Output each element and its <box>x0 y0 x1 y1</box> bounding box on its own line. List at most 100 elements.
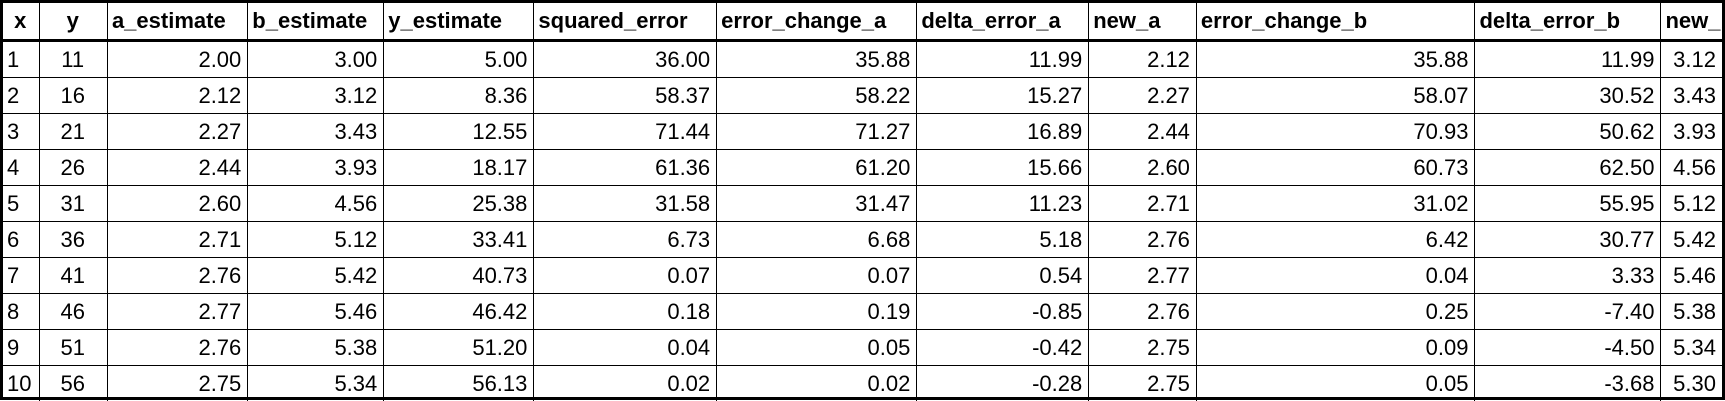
table-cell-a-estimate: 2.76 <box>107 258 247 294</box>
table-cell-x: 5 <box>3 186 40 222</box>
table-cell-squared-error: 6.73 <box>534 222 717 258</box>
table-cell-a-estimate: 2.75 <box>107 366 247 401</box>
table-cell-y-estimate: 46.42 <box>384 294 534 330</box>
table-cell-error-change-b: 0.04 <box>1196 258 1475 294</box>
table-cell-delta-error-a: 15.27 <box>917 78 1089 114</box>
table-cell-y-estimate: 56.13 <box>384 366 534 401</box>
table-cell-y: 46 <box>40 294 107 330</box>
table-cell-new-a: 2.44 <box>1089 114 1197 150</box>
table-cell-squared-error: 0.07 <box>534 258 717 294</box>
column-header-x: x <box>3 3 40 41</box>
table-header: x y a_estimate b_estimate y_estimate squ… <box>3 3 1722 41</box>
table-cell-error-change-b: 70.93 <box>1196 114 1475 150</box>
table-cell-error-change-a: 58.22 <box>717 78 917 114</box>
table-cell-x: 2 <box>3 78 40 114</box>
table-cell-error-change-b: 0.25 <box>1196 294 1475 330</box>
table-cell-y: 36 <box>40 222 107 258</box>
column-header-squared-error: squared_error <box>534 3 717 41</box>
table-cell-error-change-b: 6.42 <box>1196 222 1475 258</box>
table-cell-error-change-a: 0.07 <box>717 258 917 294</box>
column-header-a-estimate: a_estimate <box>107 3 247 41</box>
table-cell-a-estimate: 2.76 <box>107 330 247 366</box>
table-cell-new-b: 5.42 <box>1661 222 1722 258</box>
table-cell-delta-error-a: 11.99 <box>917 41 1089 78</box>
table-cell-squared-error: 0.04 <box>534 330 717 366</box>
table-cell-error-change-a: 6.68 <box>717 222 917 258</box>
table-cell-delta-error-a: -0.28 <box>917 366 1089 401</box>
table-cell-y-estimate: 40.73 <box>384 258 534 294</box>
table-cell-x: 6 <box>3 222 40 258</box>
table-cell-delta-error-a: -0.85 <box>917 294 1089 330</box>
table-cell-new-a: 2.27 <box>1089 78 1197 114</box>
table-cell-a-estimate: 2.77 <box>107 294 247 330</box>
table-cell-y-estimate: 18.17 <box>384 150 534 186</box>
table-cell-new-b: 5.34 <box>1661 330 1722 366</box>
table-cell-x: 3 <box>3 114 40 150</box>
table-cell-b-estimate: 5.38 <box>248 330 384 366</box>
table-cell-b-estimate: 5.46 <box>248 294 384 330</box>
table-cell-delta-error-a: 0.54 <box>917 258 1089 294</box>
table-cell-delta-error-a: -0.42 <box>917 330 1089 366</box>
column-header-error-change-b: error_change_b <box>1196 3 1475 41</box>
table-cell-new-a: 2.75 <box>1089 366 1197 401</box>
table-cell-y-estimate: 25.38 <box>384 186 534 222</box>
table-cell-squared-error: 71.44 <box>534 114 717 150</box>
table-cell-a-estimate: 2.27 <box>107 114 247 150</box>
table-cell-y-estimate: 8.36 <box>384 78 534 114</box>
table-cell-delta-error-b: 50.62 <box>1475 114 1661 150</box>
table-cell-b-estimate: 4.56 <box>248 186 384 222</box>
table-cell-y-estimate: 33.41 <box>384 222 534 258</box>
table-cell-x: 7 <box>3 258 40 294</box>
table-cell-x: 4 <box>3 150 40 186</box>
table-cell-new-b: 3.43 <box>1661 78 1722 114</box>
table-cell-b-estimate: 3.93 <box>248 150 384 186</box>
table-cell-x: 10 <box>3 366 40 401</box>
table-cell-error-change-a: 31.47 <box>717 186 917 222</box>
table-cell-delta-error-b: 3.33 <box>1475 258 1661 294</box>
table-cell-error-change-b: 31.02 <box>1196 186 1475 222</box>
table-cell-b-estimate: 3.12 <box>248 78 384 114</box>
table-cell-y: 56 <box>40 366 107 401</box>
table-cell-y: 26 <box>40 150 107 186</box>
table-cell-delta-error-a: 16.89 <box>917 114 1089 150</box>
table-cell-new-b: 5.12 <box>1661 186 1722 222</box>
table-cell-delta-error-a: 15.66 <box>917 150 1089 186</box>
table-cell-y: 11 <box>40 41 107 78</box>
table-cell-a-estimate: 2.60 <box>107 186 247 222</box>
table-cell-y: 21 <box>40 114 107 150</box>
table-cell-squared-error: 58.37 <box>534 78 717 114</box>
table-cell-error-change-a: 61.20 <box>717 150 917 186</box>
table-cell-new-b: 5.30 <box>1661 366 1722 401</box>
column-header-error-change-a: error_change_a <box>717 3 917 41</box>
table-cell-error-change-b: 58.07 <box>1196 78 1475 114</box>
table-cell-new-b: 5.38 <box>1661 294 1722 330</box>
table-cell-y: 41 <box>40 258 107 294</box>
table-cell-error-change-a: 35.88 <box>717 41 917 78</box>
table-cell-b-estimate: 5.34 <box>248 366 384 401</box>
table-cell-y-estimate: 51.20 <box>384 330 534 366</box>
table-cell-a-estimate: 2.12 <box>107 78 247 114</box>
table-cell-squared-error: 0.18 <box>534 294 717 330</box>
table-cell-error-change-b: 60.73 <box>1196 150 1475 186</box>
table-cell-error-change-a: 0.19 <box>717 294 917 330</box>
table-cell-delta-error-b: 30.77 <box>1475 222 1661 258</box>
table-cell-new-a: 2.77 <box>1089 258 1197 294</box>
table-cell-squared-error: 61.36 <box>534 150 717 186</box>
table-cell-error-change-a: 71.27 <box>717 114 917 150</box>
table-cell-new-a: 2.76 <box>1089 222 1197 258</box>
table-cell-new-b: 3.12 <box>1661 41 1722 78</box>
table-cell-delta-error-b: 62.50 <box>1475 150 1661 186</box>
table-cell-error-change-b: 0.09 <box>1196 330 1475 366</box>
table-cell-squared-error: 31.58 <box>534 186 717 222</box>
table-cell-new-b: 4.56 <box>1661 150 1722 186</box>
table-cell-y: 16 <box>40 78 107 114</box>
